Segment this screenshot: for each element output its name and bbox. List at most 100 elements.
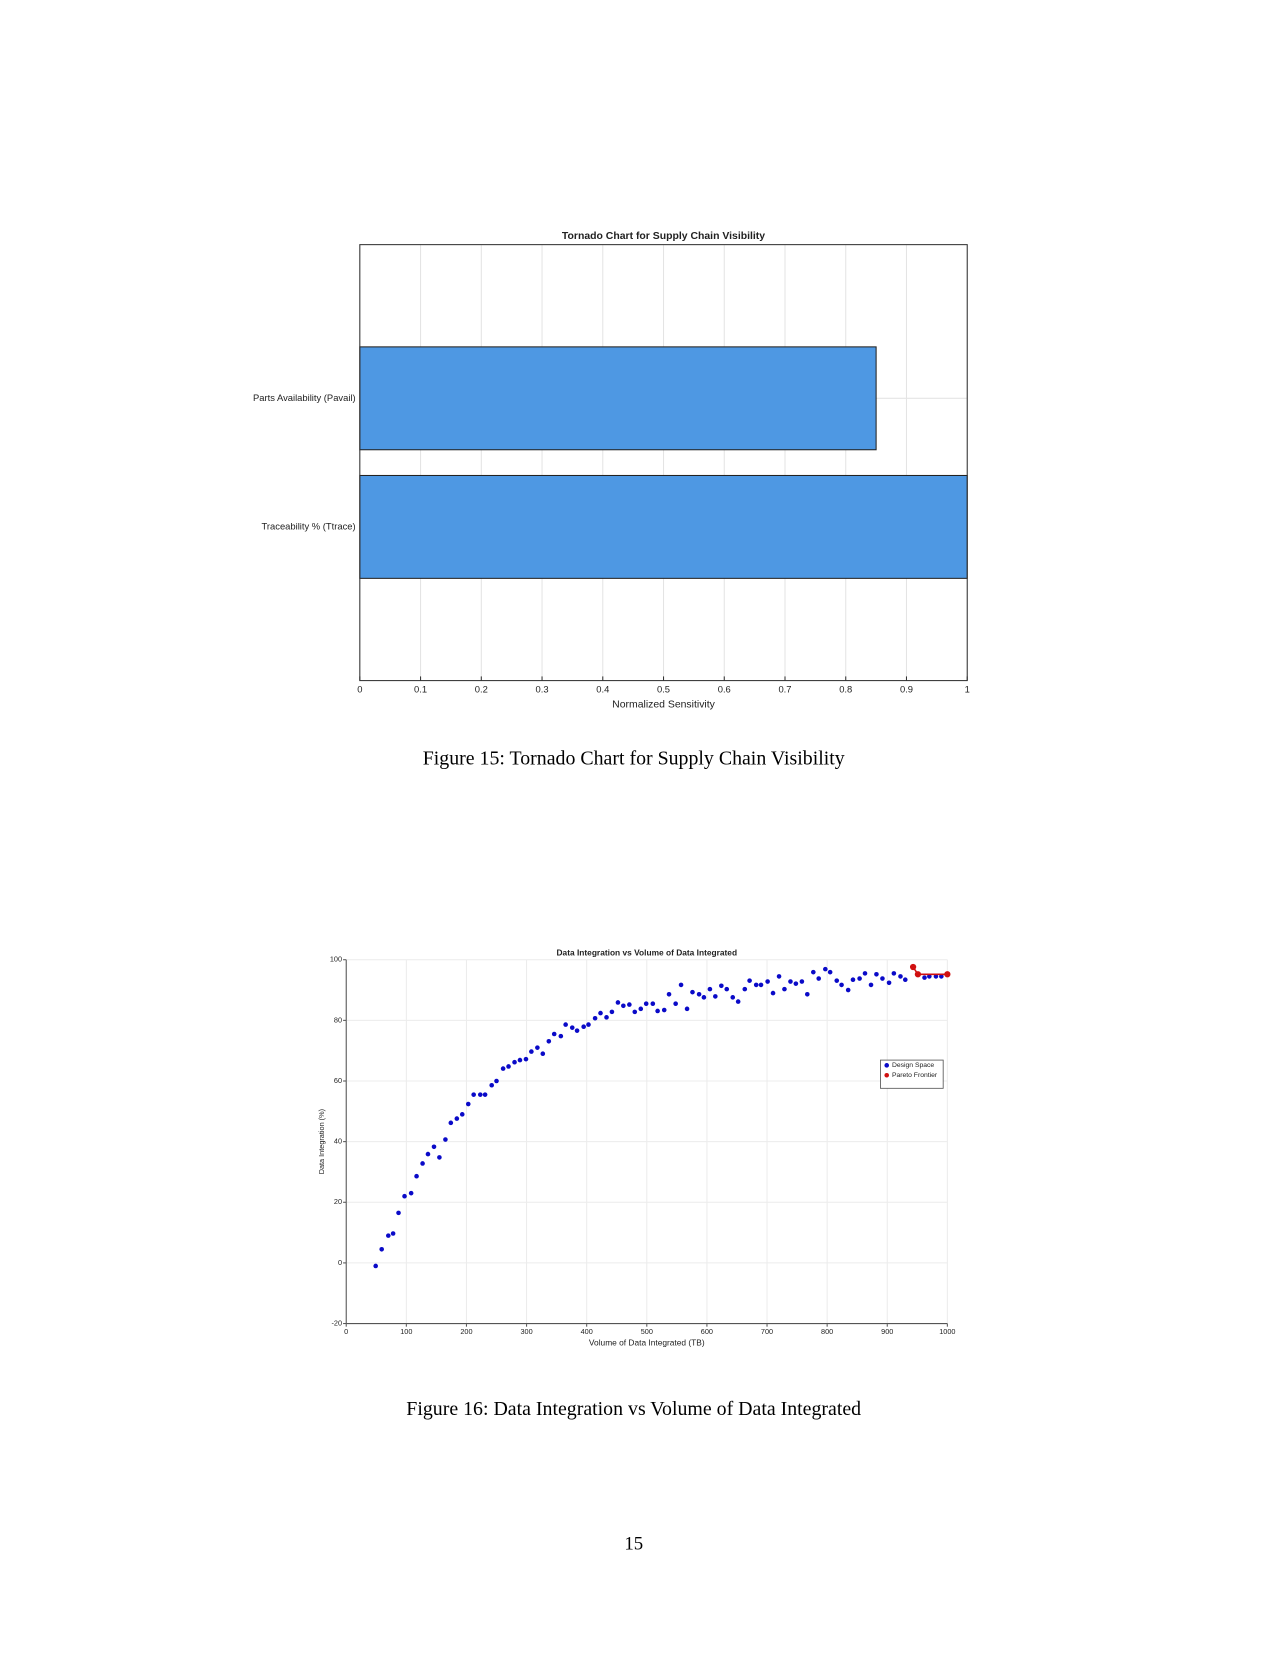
x-tick-label: 600 <box>701 1327 713 1336</box>
data-point <box>569 1025 575 1030</box>
data-point <box>609 1009 615 1015</box>
data-point <box>655 1008 660 1014</box>
data-point <box>673 1001 678 1006</box>
x-tick-label: 400 <box>581 1327 593 1336</box>
data-point <box>650 1001 656 1006</box>
x-tick-label: 0 <box>357 683 362 694</box>
data-point <box>454 1116 460 1121</box>
page-number: 15 <box>624 1533 643 1554</box>
chart-title: Data Integration vs Volume of Data Integ… <box>557 948 738 958</box>
x-tick-label: 200 <box>460 1327 472 1336</box>
data-point <box>443 1137 448 1142</box>
data-point <box>770 990 776 996</box>
data-point <box>414 1173 419 1179</box>
data-point <box>574 1028 580 1033</box>
data-point <box>431 1144 437 1150</box>
x-axis-label: Volume of Data Integrated (TB) <box>589 1338 705 1348</box>
data-point <box>598 1010 603 1016</box>
data-point <box>494 1078 499 1084</box>
data-point <box>581 1024 586 1030</box>
y-tick-label: -20 <box>331 1318 342 1327</box>
data-point <box>437 1155 442 1160</box>
data-point <box>615 1000 621 1005</box>
data-point <box>850 977 856 983</box>
data-point <box>390 1231 396 1236</box>
x-tick-label: 500 <box>641 1327 653 1336</box>
data-point <box>701 995 707 1000</box>
x-tick-label: 0.7 <box>778 683 791 694</box>
data-point <box>471 1092 476 1097</box>
data-point <box>448 1120 454 1126</box>
data-point <box>788 979 793 984</box>
data-point <box>874 971 879 977</box>
data-point <box>489 1082 495 1088</box>
data-point <box>396 1210 401 1216</box>
data-point <box>922 975 927 980</box>
x-tick-label: 0.2 <box>475 683 488 694</box>
y-axis-label: Data Integration (%) <box>317 1109 326 1174</box>
data-point <box>823 966 828 972</box>
plot-frame <box>359 244 968 682</box>
data-point <box>512 1059 517 1065</box>
y-tick-label: 80 <box>334 1015 342 1024</box>
x-tick-label: 900 <box>881 1327 893 1336</box>
data-point <box>684 1006 690 1012</box>
data-point <box>643 1001 649 1006</box>
y-tick-label: 20 <box>334 1197 342 1206</box>
data-point <box>730 995 736 1000</box>
data-point <box>914 971 922 978</box>
data-point <box>586 1022 591 1027</box>
data-point <box>857 976 862 981</box>
data-point <box>742 986 748 992</box>
data-point <box>408 1190 414 1196</box>
data-point <box>535 1045 540 1050</box>
data-point <box>563 1022 568 1027</box>
x-tick-label: 0.1 <box>414 683 427 694</box>
y-tick-label: 100 <box>330 955 342 964</box>
data-point <box>909 963 917 971</box>
data-point <box>666 991 672 997</box>
data-point <box>944 971 951 978</box>
x-tick-label: 800 <box>821 1327 833 1336</box>
bar <box>359 474 968 579</box>
x-tick-label: 1 <box>965 683 970 694</box>
data-point <box>379 1246 384 1252</box>
data-point <box>558 1033 564 1039</box>
legend-box <box>880 1059 944 1089</box>
x-tick-label: 0.6 <box>718 683 731 694</box>
data-point <box>517 1057 523 1063</box>
y-tick-label: 60 <box>334 1076 342 1085</box>
data-point <box>758 982 764 988</box>
data-point <box>604 1015 609 1020</box>
data-point <box>500 1066 506 1071</box>
data-point <box>678 982 684 988</box>
data-point <box>621 1003 626 1009</box>
y-tick-label: 40 <box>334 1137 342 1146</box>
data-point <box>933 974 939 979</box>
x-tick-label: 0.3 <box>536 683 549 694</box>
data-point <box>402 1193 407 1199</box>
data-point <box>827 969 833 975</box>
data-point <box>719 983 724 989</box>
data-point <box>816 976 822 981</box>
data-point <box>707 986 713 992</box>
x-tick-label: 100 <box>400 1327 412 1336</box>
legend-marker <box>884 1063 890 1068</box>
data-point <box>724 986 730 992</box>
data-point <box>551 1031 557 1037</box>
data-point <box>891 971 897 976</box>
bar <box>359 346 877 451</box>
data-point <box>776 974 782 979</box>
data-point <box>713 994 718 999</box>
y-tick-label: Parts Availability (Pavail) <box>253 392 356 403</box>
data-point <box>592 1015 598 1021</box>
x-axis-label: Normalized Sensitivity <box>612 699 715 710</box>
x-tick-label: 0.5 <box>657 683 670 694</box>
x-tick-label: 0.8 <box>839 683 852 694</box>
legend-label: Pareto Frontier <box>892 1072 938 1079</box>
data-point <box>420 1161 425 1166</box>
data-point <box>386 1233 391 1238</box>
data-point <box>902 977 908 983</box>
data-point <box>425 1151 431 1157</box>
